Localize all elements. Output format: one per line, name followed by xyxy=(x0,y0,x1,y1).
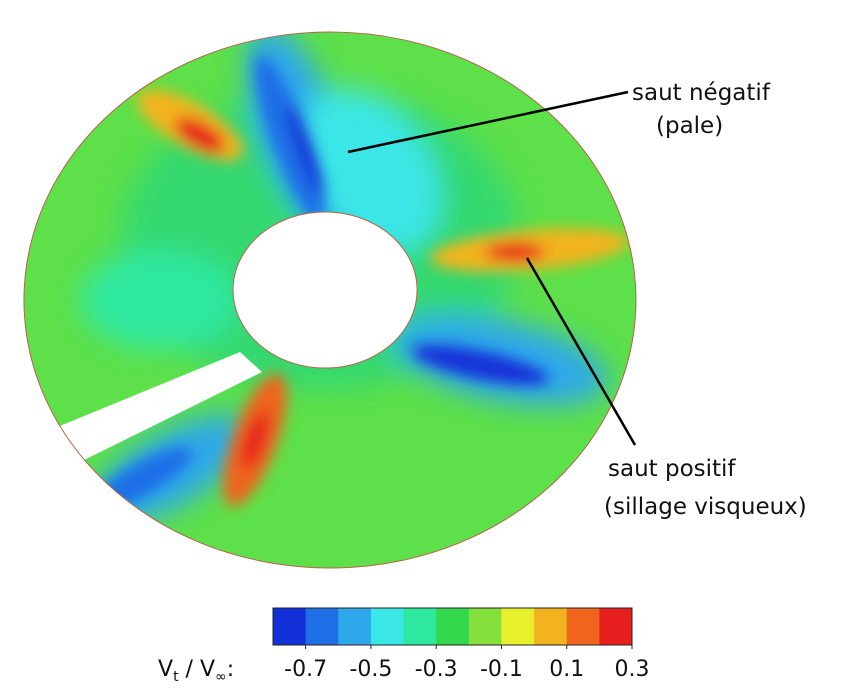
annotation: (sillage visqueux) xyxy=(604,494,807,520)
annotation: saut positif xyxy=(608,456,736,482)
label-part: t xyxy=(173,669,179,685)
surface-outline xyxy=(23,31,637,569)
tick-label: -0.5 xyxy=(349,657,392,682)
label-part: ∞ xyxy=(215,669,227,685)
colorbar-label: Vt / V∞: xyxy=(158,657,234,685)
color-level xyxy=(403,608,437,645)
color-level xyxy=(468,608,502,645)
colorbar-frame xyxy=(272,607,633,646)
tick-label: -0.1 xyxy=(480,657,523,682)
tick-label: 0.1 xyxy=(549,657,584,682)
leader-line xyxy=(525,257,637,446)
colorbar: -0.7 -0.5 -0.3 -0.1 0.1 0.3 xyxy=(272,607,650,682)
contour-surface xyxy=(23,32,636,568)
annotation: saut négatif xyxy=(632,80,771,106)
leader-line xyxy=(347,90,629,154)
color-level xyxy=(501,608,535,645)
label-part: V xyxy=(158,657,173,682)
color-level xyxy=(273,608,307,645)
tick-label: 0.3 xyxy=(615,657,650,682)
color-level xyxy=(566,608,600,645)
label-part: : xyxy=(227,657,234,682)
annotation: (pale) xyxy=(656,113,723,139)
color-level xyxy=(338,608,372,645)
tick-label: -0.7 xyxy=(284,657,327,682)
color-level xyxy=(599,608,633,645)
label-part: / V xyxy=(179,657,215,682)
tick-label: -0.3 xyxy=(415,657,458,682)
color-level xyxy=(305,608,339,645)
color-level xyxy=(370,608,405,645)
color-level xyxy=(436,608,470,645)
color-level xyxy=(534,608,568,645)
